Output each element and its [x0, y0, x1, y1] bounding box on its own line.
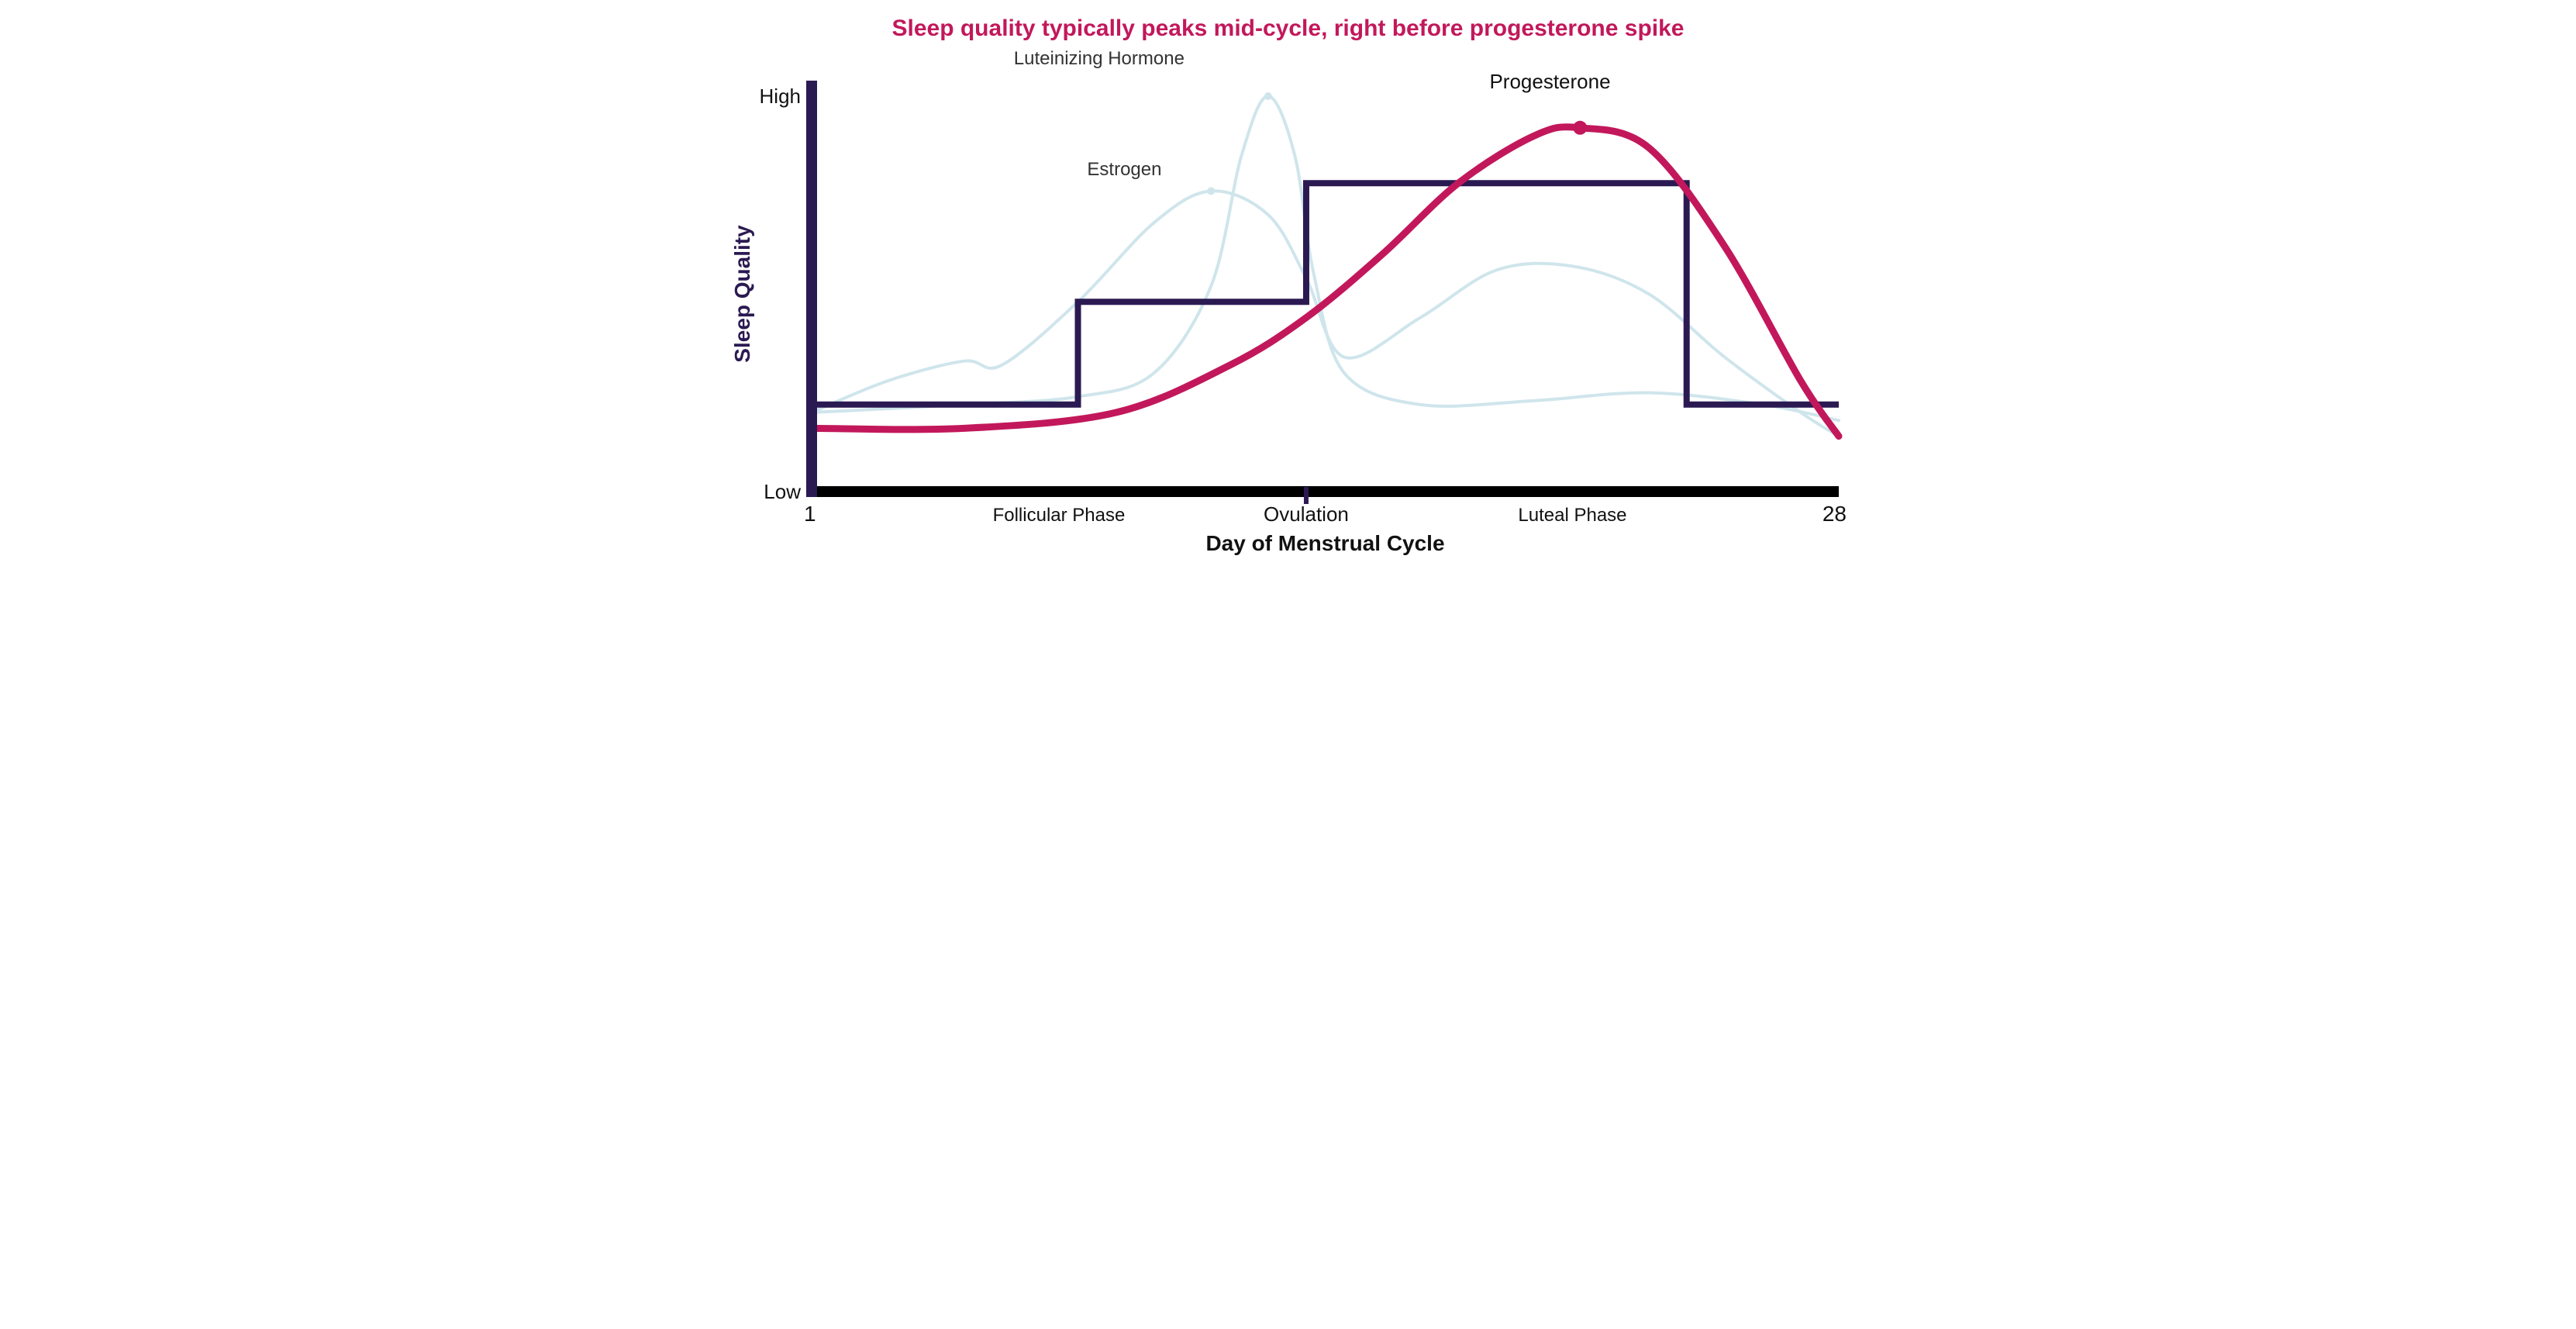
chart-title: Sleep quality typically peaks mid-cycle,… — [715, 16, 1862, 42]
progesterone-label: Progesterone — [1489, 70, 1610, 93]
phase-label: Ovulation — [1264, 502, 1349, 526]
sleep-quality-step-line — [812, 183, 1839, 405]
x-tick-label: 1 — [804, 502, 816, 526]
estrogen-marker — [1207, 187, 1215, 195]
y-tick-label: High — [759, 85, 800, 108]
x-axis-label: Day of Menstrual Cycle — [1205, 531, 1444, 555]
y-tick-label: Low — [764, 480, 801, 503]
y-axis-label: Sleep Quality — [730, 225, 754, 363]
progesterone-marker — [1573, 121, 1587, 135]
lh-label: Luteinizing Hormone — [1013, 50, 1184, 69]
lh-marker — [1264, 92, 1271, 100]
phase-label: Luteal Phase — [1518, 505, 1626, 526]
chart-container: Sleep quality typically peaks mid-cycle,… — [715, 0, 1862, 612]
x-tick-label: 28 — [1822, 502, 1846, 526]
chart-svg: Low High Sleep Quality 1 28 Follicular Phase O… — [715, 50, 1862, 577]
phase-label: Follicular Phase — [992, 505, 1125, 526]
estrogen-label: Estrogen — [1087, 159, 1161, 180]
